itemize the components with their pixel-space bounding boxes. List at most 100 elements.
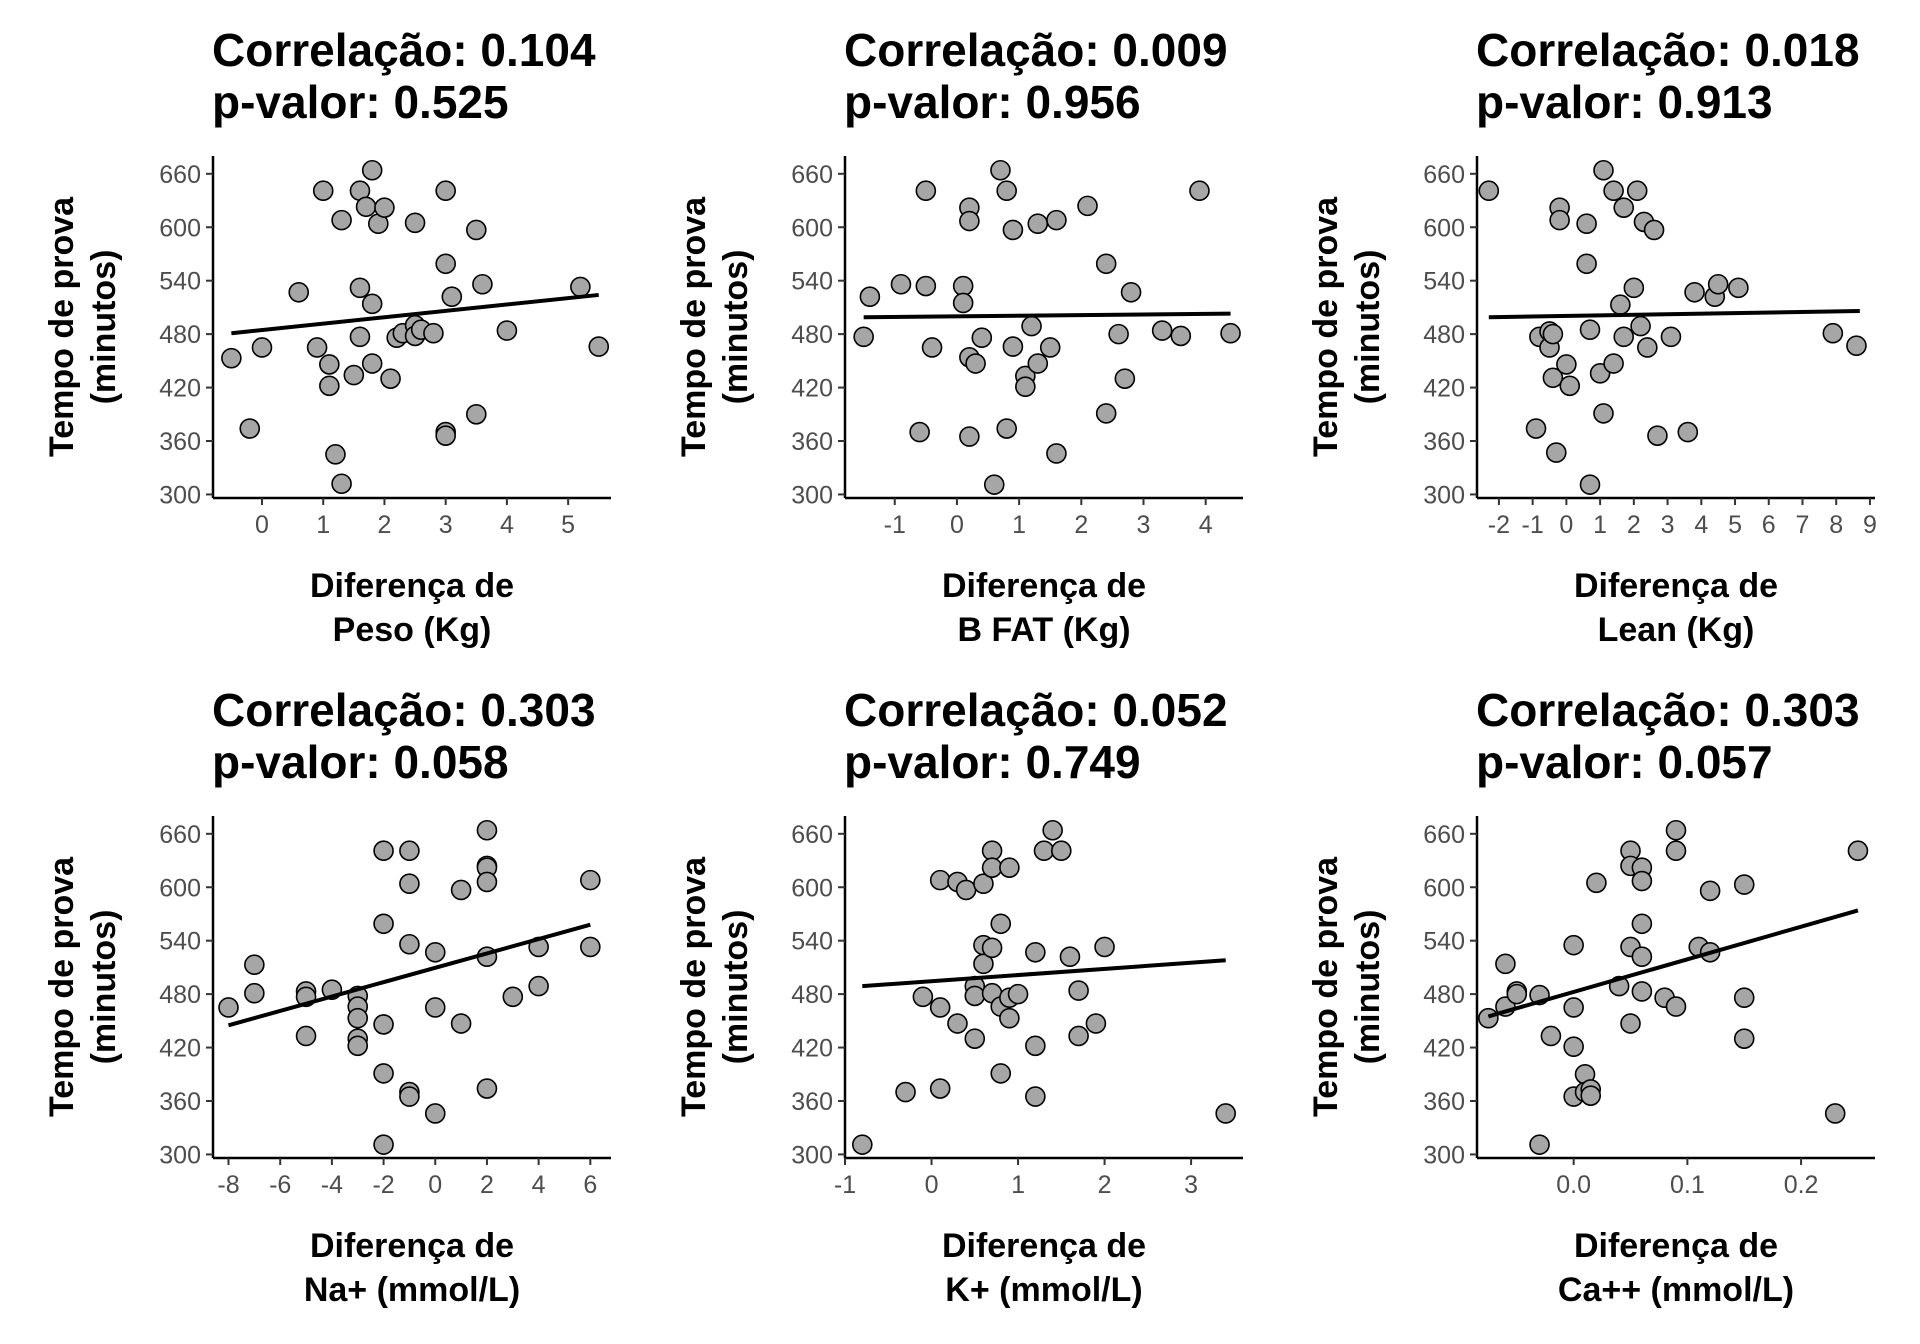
x-axis-label: Diferença de Ca++ (mmol/L)	[1558, 1227, 1794, 1309]
y-tick-label: 360	[791, 428, 833, 456]
x-axis-label-line: Diferença de	[310, 567, 514, 605]
data-point	[981, 937, 1003, 959]
data-point	[244, 954, 265, 976]
data-point	[1647, 425, 1668, 446]
data-point	[1579, 319, 1601, 340]
chart-panel-3: Correlação: 0.018 p-valor: 0.913300360420…	[1307, 24, 1877, 649]
x-tick-label: 0	[428, 1171, 442, 1199]
y-tick-label: 540	[1423, 268, 1465, 296]
y-tick-label: 420	[1423, 1035, 1465, 1063]
data-point	[1220, 322, 1241, 344]
y-axis-label-line: Tempo de prova	[1307, 856, 1345, 1117]
data-point	[349, 326, 371, 348]
data-point	[1120, 281, 1142, 303]
data-point	[1610, 294, 1631, 316]
y-axis-label-line: Tempo de prova	[675, 856, 713, 1117]
data-point	[1563, 997, 1584, 1018]
data-point	[929, 997, 951, 1018]
chart-title: Correlação: 0.018 p-valor: 0.913	[1476, 24, 1860, 128]
data-point	[852, 1134, 873, 1155]
data-point	[1007, 983, 1029, 1005]
data-point	[1549, 209, 1570, 231]
data-point	[959, 210, 980, 232]
y-axis-label-line: Tempo de prova	[43, 196, 81, 457]
data-point	[1215, 1103, 1236, 1124]
chart-title-line: p-valor: 0.749	[844, 736, 1141, 788]
data-point	[1059, 946, 1081, 968]
data-point	[959, 426, 980, 447]
y-tick-label: 540	[1423, 928, 1465, 956]
y-axis-label-line: (minutos)	[85, 250, 123, 405]
data-point	[1085, 1013, 1107, 1034]
data-point	[424, 997, 446, 1018]
data-point	[347, 1035, 369, 1057]
data-point	[404, 212, 426, 234]
x-tick-label: 3	[1184, 1171, 1198, 1199]
x-tick-label: 1	[1011, 1171, 1025, 1199]
y-tick-label: 600	[791, 214, 833, 242]
x-tick-label: 4	[1694, 511, 1708, 539]
data-point	[374, 197, 395, 218]
chart-panel-5: Correlação: 0.052 p-valor: 0.749 300 360 420…	[675, 684, 1243, 1309]
y-tick-label: 480	[159, 981, 201, 1009]
data-point	[983, 474, 1005, 495]
y-axis-label: Tempo de prova (minutos)	[675, 856, 755, 1117]
data-point	[971, 327, 993, 348]
data-point	[472, 273, 493, 295]
y-axis-label-line: (minutos)	[85, 910, 123, 1065]
data-point	[1846, 335, 1867, 357]
data-point	[496, 320, 518, 341]
data-point	[476, 1078, 498, 1099]
data-point	[218, 997, 239, 1018]
x-tick-label: 4	[532, 1171, 546, 1199]
x-tick-label: 1	[1012, 511, 1026, 539]
data-point	[1495, 953, 1516, 975]
data-point	[1593, 403, 1614, 424]
y-axis-label-line: Tempo de prova	[1307, 196, 1345, 457]
x-tick-label: 2	[377, 511, 391, 539]
x-tick-label: 2	[1098, 1171, 1112, 1199]
chart-title-line: p-valor: 0.956	[844, 76, 1141, 128]
y-tick-label: 420	[1423, 375, 1465, 403]
data-point	[1631, 870, 1653, 892]
data-point	[1039, 337, 1061, 358]
data-point	[915, 180, 937, 202]
data-point	[1677, 421, 1699, 443]
x-axis-label-line: Diferença de	[942, 567, 1146, 605]
x-axis-label-line: Diferença de	[942, 1227, 1146, 1265]
data-point	[570, 276, 591, 298]
data-point	[347, 1007, 369, 1029]
data-point	[1822, 322, 1844, 344]
x-axis-label: Diferença de B FAT (Kg)	[942, 567, 1146, 649]
data-point	[1623, 277, 1645, 299]
y-tick-label: 660	[791, 821, 833, 849]
data-point	[343, 364, 365, 386]
y-tick-label: 300	[1423, 481, 1465, 509]
data-point	[361, 159, 383, 181]
trend-line	[231, 292, 599, 336]
y-axis-label: Tempo de prova (minutos)	[675, 196, 755, 457]
data-point	[1478, 1007, 1499, 1029]
y-tick-label: 300	[791, 1141, 833, 1169]
data-point	[1556, 354, 1577, 375]
x-tick-label: 7	[1796, 511, 1810, 539]
data-point	[1630, 315, 1651, 337]
y-tick-label: 660	[791, 161, 833, 189]
y-tick-label: 360	[159, 1088, 201, 1116]
data-point	[1579, 474, 1601, 495]
y-tick-label: 480	[1423, 981, 1465, 1009]
chart-title-line: p-valor: 0.525	[212, 76, 509, 128]
chart-title-line: Correlação: 0.104	[212, 24, 596, 76]
data-point	[319, 375, 340, 397]
chart-panel-4: Correlação: 0.303 p-valor: 0.058300360420…	[43, 684, 611, 1309]
x-tick-label: 0	[1559, 511, 1573, 539]
x-tick-label: 1	[1593, 511, 1607, 539]
data-point	[435, 425, 456, 446]
x-axis-label-line: Na+ (mmol/L)	[304, 1271, 520, 1309]
x-tick-label: -6	[269, 1171, 291, 1199]
data-point	[306, 337, 328, 358]
y-tick-label: 420	[159, 1035, 201, 1063]
data-point	[373, 840, 394, 862]
x-axis-label-line: Ca++ (mmol/L)	[1558, 1271, 1794, 1309]
